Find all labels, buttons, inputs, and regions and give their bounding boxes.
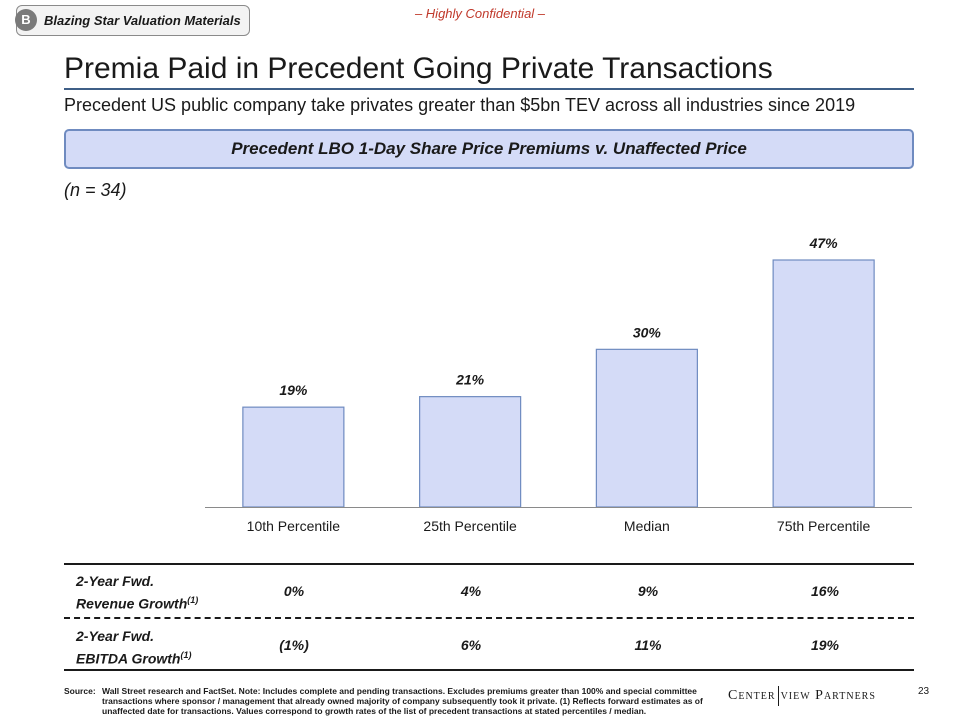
table-dashed-divider [64, 617, 914, 619]
logo-right-text: view Partners [780, 688, 876, 704]
ebitda-growth-label-line1: 2-Year Fwd. [76, 628, 155, 644]
footnote-marker: (1) [180, 650, 192, 660]
revenue-growth-75th: 16% [810, 583, 840, 599]
data-label: 30% [633, 324, 662, 340]
data-label: 19% [279, 382, 308, 398]
category-tick-label: 75th Percentile [777, 518, 871, 534]
table-bottom-rule [64, 669, 914, 671]
source-note: Source: Wall Street research and FactSet… [64, 686, 724, 716]
title-divider [64, 88, 914, 90]
revenue-growth-label: 2-Year Fwd. Revenue Growth(1) [76, 572, 198, 614]
premium-bar-chart: 19% 10th Percentile 21% 25th Percentile 30% M… [205, 235, 912, 534]
logo-left-text: Center [728, 688, 776, 704]
ebitda-growth-25th: 6% [460, 637, 482, 653]
firm-logo: Center view Partners [728, 686, 876, 706]
source-text: Wall Street research and FactSet. Note: … [102, 686, 703, 716]
ebitda-growth-10th: (1%) [279, 637, 309, 653]
page-title: Premia Paid in Precedent Going Private T… [64, 52, 773, 85]
bar-25th-percentile [419, 396, 522, 508]
category-tick-label: 25th Percentile [423, 518, 517, 534]
source-key: Source: [64, 686, 96, 696]
ebitda-growth-75th: 19% [810, 637, 840, 653]
ebitda-growth-median: 11% [634, 637, 662, 653]
bar-10th-percentile [242, 406, 345, 508]
confidentiality-notice: – Highly Confidential – [414, 6, 546, 21]
bar-75th-percentile [772, 259, 875, 508]
section-tag-label: Blazing Star Valuation Materials [44, 13, 241, 28]
table-top-rule [64, 563, 914, 565]
page-number: 23 [918, 686, 930, 697]
category-tick-label: Median [624, 518, 670, 534]
footnote-marker: (1) [187, 595, 199, 605]
ebitda-growth-label: 2-Year Fwd. EBITDA Growth(1) [76, 627, 191, 669]
category-tick-label: 10th Percentile [247, 518, 341, 534]
ebitda-growth-label-line2: EBITDA Growth [76, 650, 181, 667]
bar-median [595, 348, 698, 508]
revenue-growth-label-line1: 2-Year Fwd. [76, 573, 155, 589]
section-tag: B Blazing Star Valuation Materials [15, 5, 250, 36]
revenue-growth-10th: 0% [283, 583, 305, 599]
logo-divider [777, 686, 779, 706]
data-label: 21% [455, 372, 485, 388]
chart-banner: Precedent LBO 1-Day Share Price Premiums… [64, 129, 914, 169]
revenue-growth-25th: 4% [460, 583, 482, 599]
data-label: 47% [809, 235, 839, 251]
sample-size-label: (n = 34) [64, 180, 127, 200]
page-subtitle: Precedent US public company take private… [64, 95, 856, 115]
section-letter-badge: B [15, 9, 37, 31]
revenue-growth-median: 9% [637, 583, 659, 599]
revenue-growth-label-line2: Revenue Growth [76, 595, 188, 612]
